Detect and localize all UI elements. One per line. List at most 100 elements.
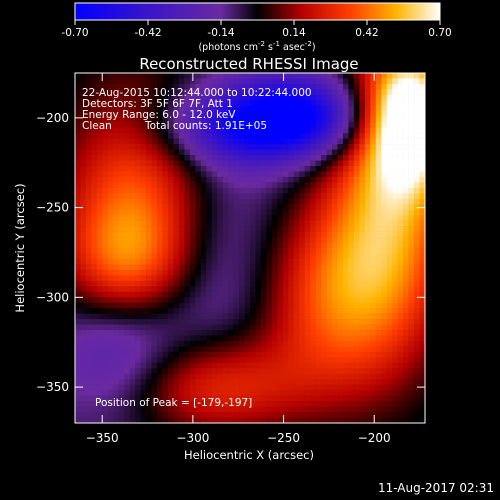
heatmap-cell [173, 248, 180, 254]
heatmap-cell [107, 78, 114, 85]
heatmap-cell [206, 302, 213, 309]
heatmap-cell [167, 330, 174, 336]
heatmap-cell [146, 193, 152, 200]
heatmap-cell [146, 116, 152, 123]
heatmap-cell [408, 319, 415, 325]
heatmap-cell [386, 73, 393, 79]
heatmap-cell [386, 215, 393, 221]
x-tick-label: −250 [267, 431, 300, 445]
heatmap-cell [157, 297, 163, 303]
heatmap-cell [370, 144, 377, 150]
heatmap-cell [271, 100, 278, 107]
heatmap-cell [146, 144, 152, 150]
heatmap-cell [353, 165, 360, 172]
heatmap-cell [157, 357, 163, 364]
heatmap-cell [222, 302, 229, 309]
heatmap-cell [348, 264, 355, 271]
heatmap-cell [403, 127, 409, 134]
heatmap-cell [337, 357, 344, 364]
heatmap-cell [266, 308, 273, 314]
heatmap-cell [348, 357, 355, 364]
heatmap-cell [140, 253, 147, 260]
heatmap-cell [211, 171, 218, 178]
heatmap-cell [414, 105, 420, 112]
heatmap-cell [255, 187, 262, 194]
heatmap-cell [107, 302, 114, 309]
heatmap-cell [135, 215, 141, 221]
heatmap-cell [271, 193, 278, 200]
heatmap-cell [233, 78, 240, 85]
heatmap-cell [310, 379, 316, 386]
heatmap-cell [310, 176, 316, 183]
heatmap-cell [255, 297, 262, 303]
heatmap-cell [217, 308, 223, 314]
heatmap-cell [359, 390, 366, 396]
heatmap-cell [211, 83, 218, 90]
heatmap-cell [107, 226, 114, 232]
heatmap-cell [364, 237, 371, 243]
heatmap-cell [414, 346, 420, 353]
heatmap-cell [304, 412, 311, 418]
heatmap-cell [228, 362, 234, 369]
heatmap-cell [146, 373, 152, 380]
heatmap-cell [75, 324, 81, 331]
heatmap-cell [288, 297, 295, 303]
heatmap-cell [129, 182, 136, 189]
heatmap-cell [271, 83, 278, 90]
heatmap-cell [255, 149, 262, 156]
heatmap-cell [271, 144, 278, 150]
heatmap-cell [233, 231, 240, 238]
heatmap-cell [195, 198, 202, 205]
heatmap-cell [293, 155, 300, 161]
heatmap-cell [403, 193, 409, 200]
heatmap-cell [403, 313, 409, 320]
heatmap-cell [375, 302, 382, 309]
heatmap-cell [386, 226, 393, 232]
heatmap-cell [288, 231, 295, 238]
heatmap-cell [375, 138, 382, 145]
heatmap-cell [326, 226, 333, 232]
heatmap-cell [239, 73, 245, 79]
heatmap-cell [222, 122, 229, 128]
heatmap-cell [310, 384, 316, 391]
heatmap-cell [195, 78, 202, 85]
heatmap-cell [151, 83, 158, 90]
heatmap-cell [178, 379, 185, 386]
heatmap-cell [211, 401, 218, 407]
heatmap-cell [277, 193, 284, 200]
heatmap-cell [408, 406, 415, 413]
heatmap-cell [228, 89, 234, 96]
heatmap-cell [381, 83, 388, 90]
heatmap-cell [414, 100, 420, 107]
heatmap-cell [359, 220, 366, 227]
heatmap-cell [386, 100, 393, 107]
heatmap-cell [151, 193, 158, 200]
heatmap-cell [359, 384, 366, 391]
heatmap-cell [408, 324, 415, 331]
heatmap-cell [140, 127, 147, 134]
heatmap-cell [364, 116, 371, 123]
heatmap-cell [342, 160, 349, 167]
heatmap-cell [386, 176, 393, 183]
heatmap-cell [282, 226, 289, 232]
heatmap-cell [326, 258, 333, 265]
heatmap-cell [326, 362, 333, 369]
heatmap-cell [332, 73, 338, 79]
heatmap-cell [260, 160, 267, 167]
heatmap-cell [85, 346, 92, 353]
heatmap-cell [250, 122, 256, 128]
heatmap-cell [266, 89, 273, 96]
heatmap-cell [375, 111, 382, 118]
heatmap-cell [146, 231, 152, 238]
heatmap-cell [135, 83, 141, 90]
heatmap-cell [173, 280, 180, 287]
heatmap-cell [129, 395, 136, 402]
heatmap-cell [266, 100, 273, 107]
heatmap-cell [408, 346, 415, 353]
heatmap-cell [195, 291, 202, 298]
heatmap-cell [266, 275, 273, 282]
heatmap-cell [85, 384, 92, 391]
heatmap-cell [348, 340, 355, 347]
heatmap-cell [162, 286, 169, 293]
heatmap-cell [271, 165, 278, 172]
